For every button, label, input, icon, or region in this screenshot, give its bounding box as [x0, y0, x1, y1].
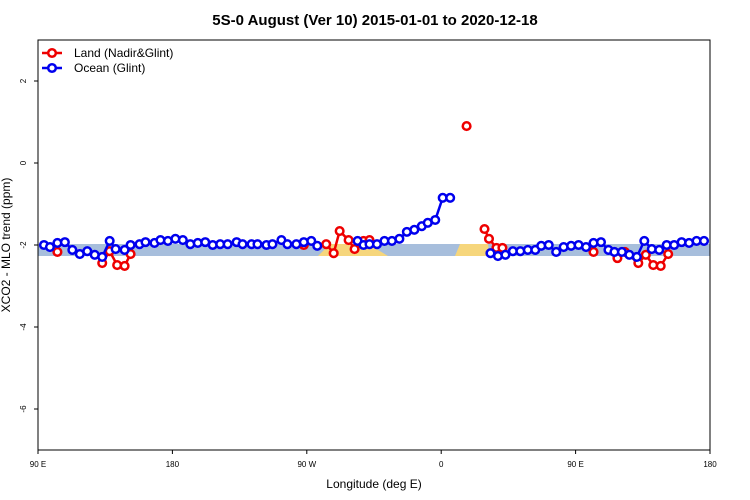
point [282, 239, 293, 250]
point [119, 244, 130, 255]
legend-label: Ocean (Glint) [74, 61, 145, 75]
point [595, 237, 607, 248]
point [222, 239, 233, 250]
legend-label: Land (Nadir&Glint) [74, 46, 173, 60]
point [631, 251, 642, 262]
point [500, 249, 511, 260]
x-tick-label: 0 [439, 460, 444, 469]
point [445, 192, 456, 203]
point [588, 246, 599, 258]
point [581, 242, 592, 253]
y-axis-label: XCO2 - MLO trend (ppm) [0, 178, 13, 313]
x-tick-label: 90 E [567, 460, 583, 469]
point [328, 248, 339, 259]
y-tick-label: 2 [19, 78, 28, 83]
point [543, 239, 554, 251]
point [343, 235, 354, 246]
point [125, 239, 136, 251]
point [67, 244, 78, 255]
point [82, 246, 93, 257]
legend-marker [46, 47, 58, 59]
point [349, 244, 360, 255]
point [312, 240, 323, 251]
x-tick-label: 180 [166, 460, 180, 469]
point [655, 260, 666, 271]
point [409, 224, 420, 235]
y-tick-label: -2 [19, 241, 28, 249]
point [110, 244, 121, 255]
point [334, 226, 345, 237]
point [430, 214, 441, 226]
point [177, 235, 188, 246]
point [59, 237, 70, 248]
chart-title: 5S-0 August (Ver 10) 2015-01-01 to 2020-… [212, 12, 537, 29]
point [551, 246, 562, 258]
point [104, 235, 115, 246]
point [306, 235, 317, 246]
point [52, 246, 63, 258]
point [321, 239, 332, 250]
point [267, 239, 278, 250]
point [394, 233, 405, 244]
x-tick-label: 90 W [297, 460, 316, 469]
x-tick-label: 180 [703, 460, 717, 469]
point [44, 242, 55, 253]
point [461, 121, 472, 132]
x-tick-label: 90 E [30, 460, 46, 469]
y-tick-label: 0 [19, 160, 28, 165]
point [97, 251, 108, 262]
point [663, 248, 674, 260]
point [483, 233, 495, 244]
y-tick-label: -4 [19, 323, 28, 331]
x-axis-label: Longitude (deg E) [326, 477, 421, 491]
point [237, 239, 248, 250]
y-tick-label: -6 [19, 405, 28, 413]
legend-marker [46, 62, 58, 74]
point [252, 239, 263, 250]
point [479, 223, 490, 235]
point [654, 244, 665, 255]
point [140, 237, 151, 248]
point [698, 235, 710, 246]
point [639, 235, 650, 246]
land-band [455, 244, 490, 256]
point [640, 249, 651, 260]
point [119, 260, 130, 271]
